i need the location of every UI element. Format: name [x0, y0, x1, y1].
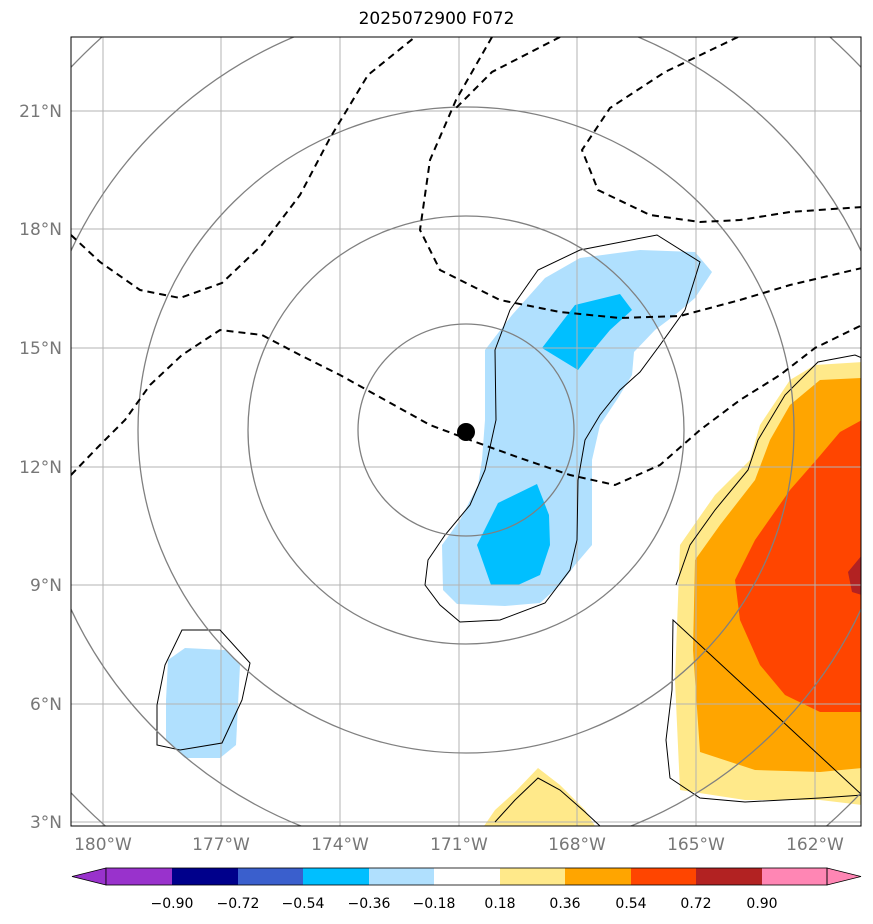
lat-label: 18°N	[19, 220, 62, 240]
colorbar-segment	[500, 868, 565, 885]
lat-label: 12°N	[19, 458, 62, 478]
colorbar-tick-label: 0.36	[549, 896, 580, 912]
map-title: 2025072900 F072	[358, 9, 515, 29]
anomaly-outlines	[156, 234, 861, 826]
lon-label: 174°W	[311, 835, 369, 855]
lat-label: 9°N	[30, 576, 62, 596]
colorbar-tick-label: 0.90	[746, 896, 777, 912]
lat-label: 6°N	[30, 695, 62, 715]
colorbar-extend-low	[71, 867, 107, 886]
plot-frame	[70, 36, 862, 827]
lat-label: 3°N	[30, 813, 62, 833]
graticule	[71, 37, 861, 826]
longitude-labels: 180°W 177°W 174°W 171°W 168°W 165°W 162°…	[74, 835, 844, 855]
colorbar-segment	[238, 868, 303, 885]
positive-anomaly-south	[484, 768, 595, 826]
colorbar-segment	[762, 868, 827, 885]
negative-anomaly-west	[166, 648, 240, 758]
negative-anomaly-core-north	[542, 294, 632, 370]
colorbar-tick-label: −0.54	[282, 896, 325, 912]
storm-center-marker	[457, 423, 475, 441]
colorbar-segment	[696, 868, 762, 885]
lon-label: 168°W	[548, 835, 606, 855]
colorbar-tick-label: 0.54	[615, 896, 646, 912]
negative-anomaly-core-south	[477, 484, 550, 585]
colorbar-tick-label: 0.18	[484, 896, 515, 912]
lon-label: 165°W	[667, 835, 725, 855]
lat-label: 15°N	[19, 339, 62, 359]
latitude-labels: 3°N 6°N 9°N 12°N 15°N 18°N 21°N	[19, 102, 62, 833]
colorbar-frame	[105, 867, 828, 886]
colorbar-segment	[434, 868, 500, 885]
colorbar-segment	[106, 868, 172, 885]
colorbar-segment	[369, 868, 434, 885]
colorbar-segment	[565, 868, 631, 885]
positive-anomaly-0.54	[735, 420, 861, 712]
colorbar-tick-label: −0.36	[348, 896, 391, 912]
colorbar-segment	[172, 868, 238, 885]
colorbar-segment	[303, 868, 369, 885]
lon-label: 180°W	[74, 835, 132, 855]
lat-label: 21°N	[19, 102, 62, 122]
colorbar-segment	[631, 868, 696, 885]
colorbar-extend-high	[826, 867, 862, 886]
colorbar-tick-label: −0.90	[151, 896, 194, 912]
lon-label: 177°W	[192, 835, 250, 855]
colorbar-tick-label: −0.72	[217, 896, 260, 912]
dashed-contours	[71, 37, 861, 487]
colorbar: −0.90 −0.72 −0.54 −0.36 −0.18 0.18 0.36 …	[71, 867, 862, 912]
colorbar-tick-label: −0.18	[413, 896, 456, 912]
lon-label: 162°W	[786, 835, 844, 855]
colorbar-tick-label: 0.72	[680, 896, 711, 912]
lon-label: 171°W	[430, 835, 488, 855]
